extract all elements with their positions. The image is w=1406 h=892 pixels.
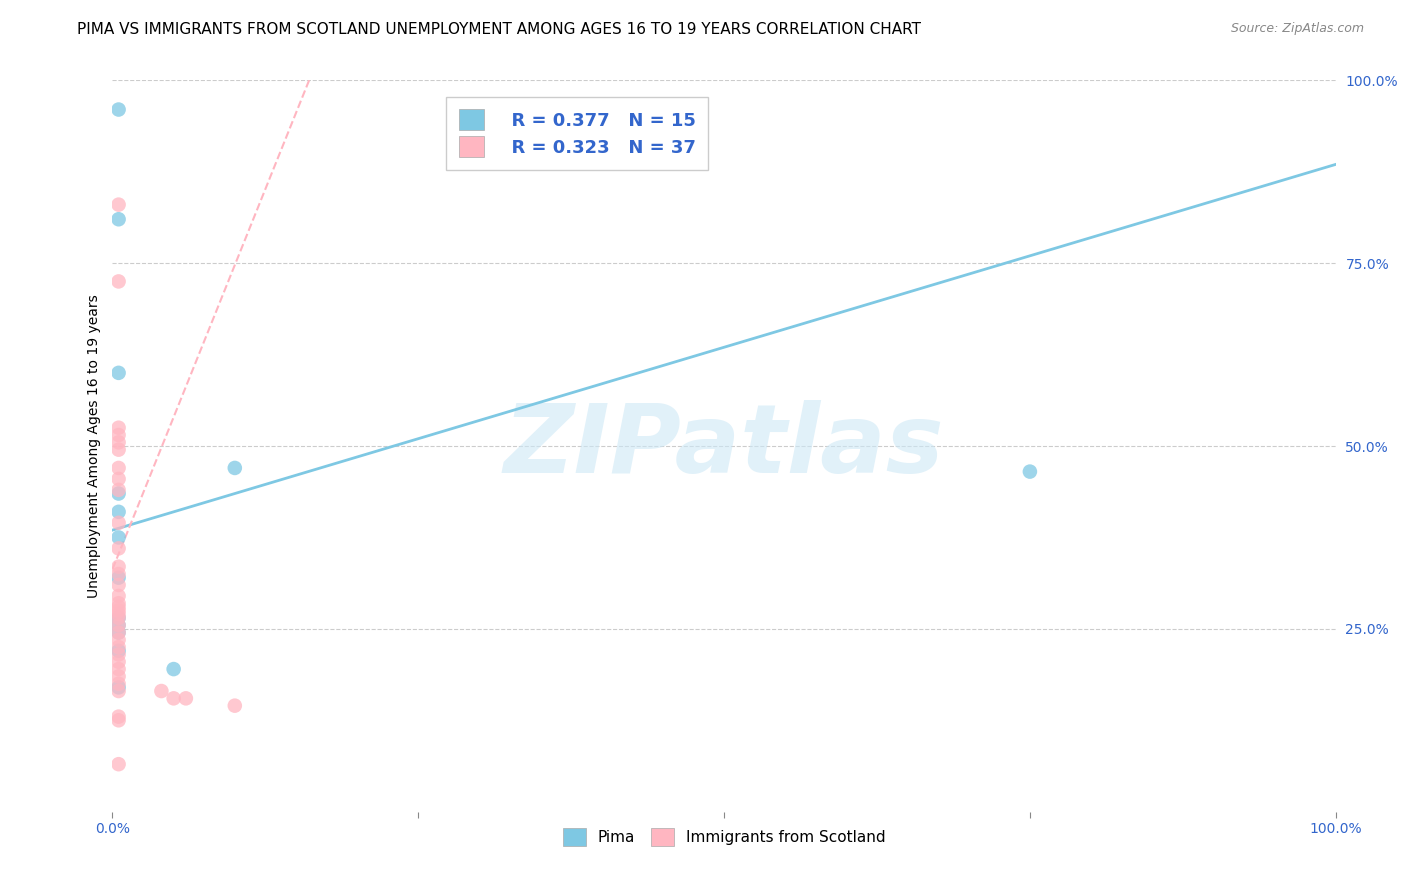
Y-axis label: Unemployment Among Ages 16 to 19 years: Unemployment Among Ages 16 to 19 years — [87, 294, 101, 598]
Point — [107, 472, 129, 486]
Point — [107, 559, 129, 574]
Point — [107, 632, 129, 647]
Point — [107, 421, 129, 435]
Point — [107, 435, 129, 450]
Point — [107, 648, 129, 662]
Point — [107, 483, 129, 497]
Point — [107, 461, 129, 475]
Point — [107, 275, 129, 289]
Legend: Pima, Immigrants from Scotland: Pima, Immigrants from Scotland — [554, 820, 894, 855]
Point — [107, 103, 129, 117]
Point — [107, 516, 129, 530]
Point — [224, 698, 246, 713]
Point — [107, 589, 129, 603]
Point — [107, 625, 129, 640]
Point — [107, 428, 129, 442]
Point — [107, 596, 129, 610]
Point — [107, 662, 129, 676]
Point — [107, 442, 129, 457]
Point — [163, 662, 186, 676]
Point — [107, 684, 129, 698]
Point — [107, 709, 129, 723]
Point — [107, 611, 129, 625]
Point — [107, 486, 129, 500]
Point — [107, 599, 129, 614]
Point — [107, 603, 129, 617]
Point — [107, 676, 129, 690]
Text: ZIPatlas: ZIPatlas — [503, 400, 945, 492]
Point — [107, 530, 129, 544]
Point — [107, 644, 129, 658]
Point — [163, 691, 186, 706]
Point — [107, 197, 129, 211]
Point — [1018, 465, 1040, 479]
Point — [107, 607, 129, 622]
Point — [107, 714, 129, 728]
Point — [107, 541, 129, 556]
Point — [107, 212, 129, 227]
Point — [107, 669, 129, 683]
Point — [107, 611, 129, 625]
Point — [107, 567, 129, 582]
Point — [150, 684, 173, 698]
Point — [107, 640, 129, 655]
Point — [107, 757, 129, 772]
Point — [107, 366, 129, 380]
Text: PIMA VS IMMIGRANTS FROM SCOTLAND UNEMPLOYMENT AMONG AGES 16 TO 19 YEARS CORRELAT: PIMA VS IMMIGRANTS FROM SCOTLAND UNEMPLO… — [77, 22, 921, 37]
Point — [107, 625, 129, 640]
Point — [107, 505, 129, 519]
Text: Source: ZipAtlas.com: Source: ZipAtlas.com — [1230, 22, 1364, 36]
Point — [174, 691, 197, 706]
Point — [107, 618, 129, 632]
Point — [107, 681, 129, 695]
Point — [107, 571, 129, 585]
Point — [107, 578, 129, 592]
Point — [107, 618, 129, 632]
Point — [224, 461, 246, 475]
Point — [107, 655, 129, 669]
